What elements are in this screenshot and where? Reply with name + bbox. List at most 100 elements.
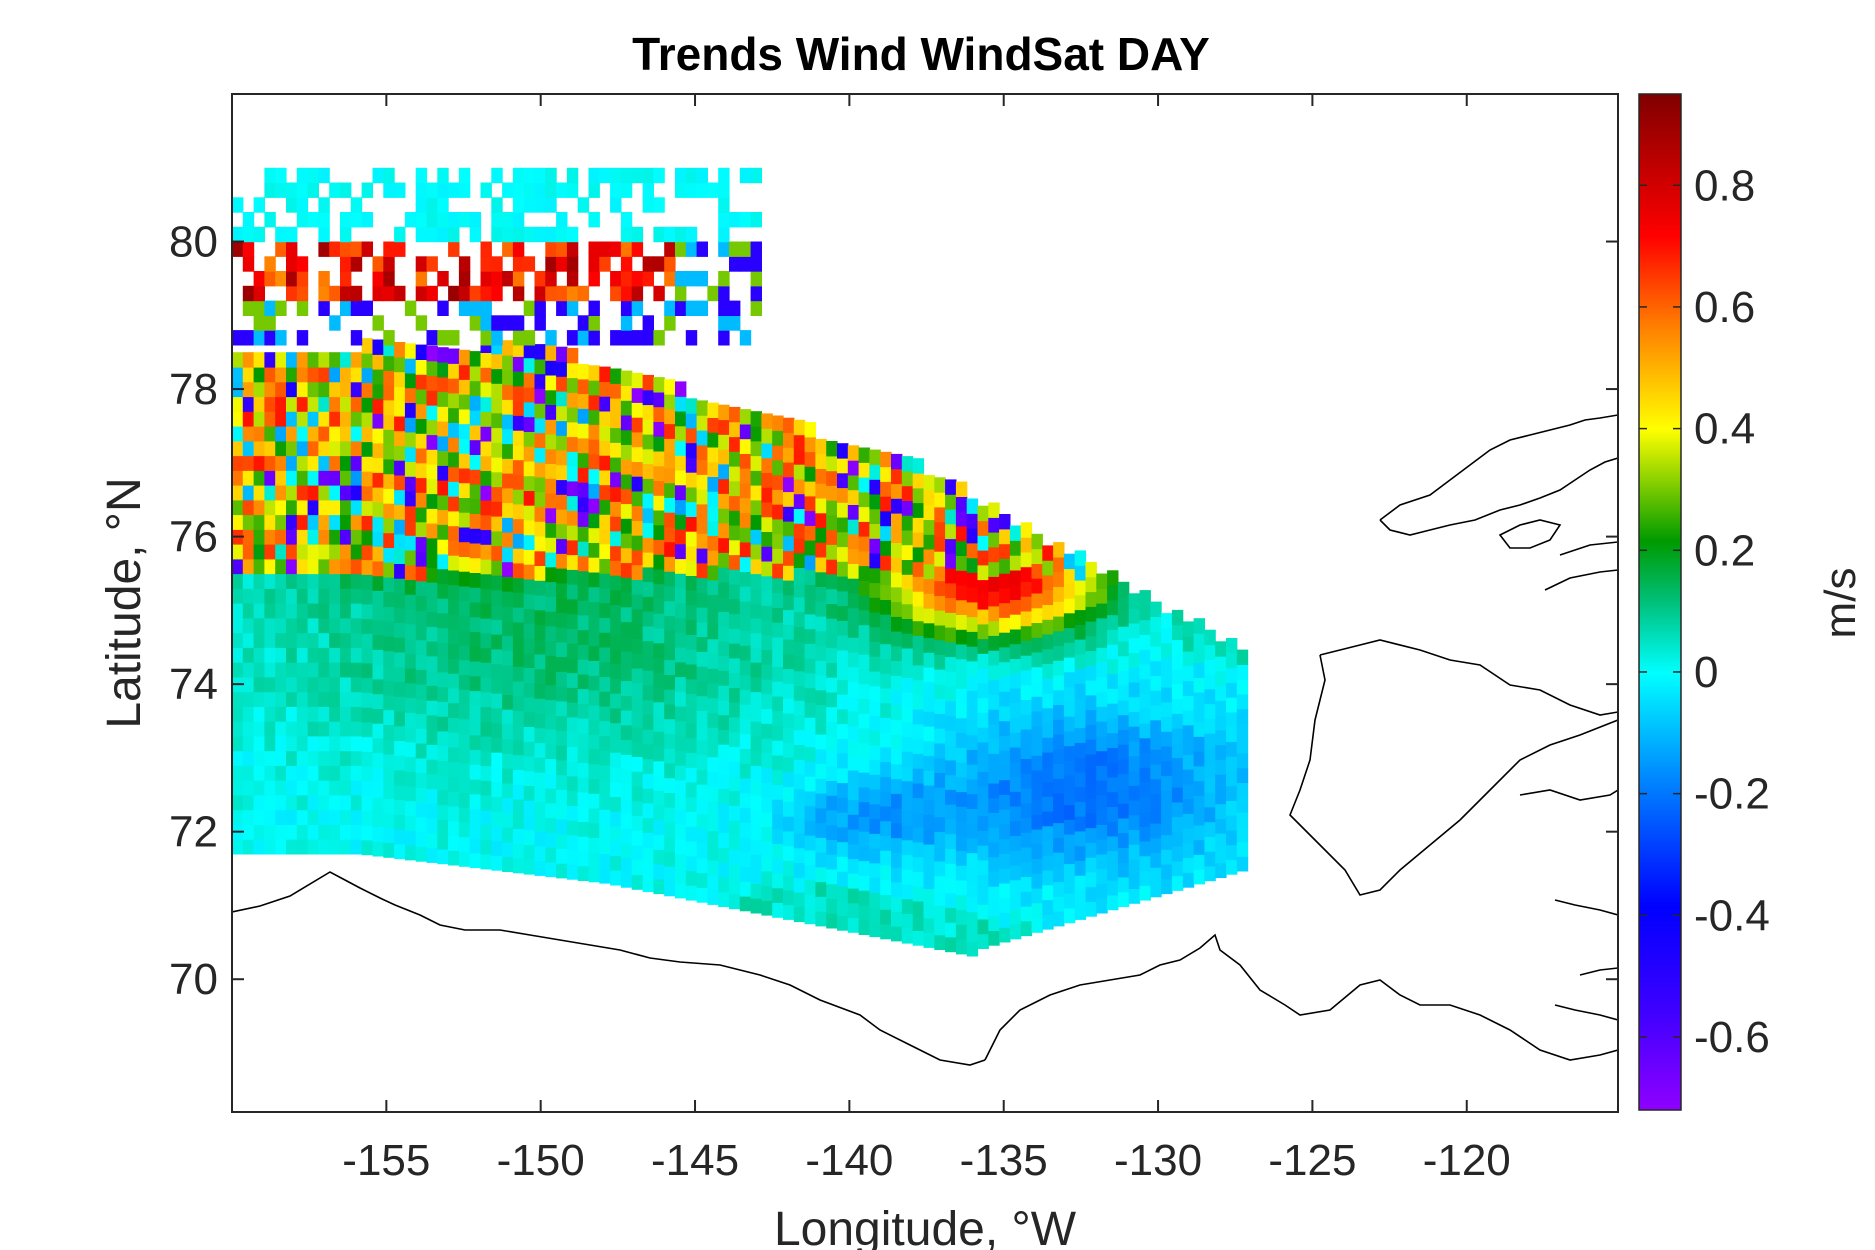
heatmap-cell	[512, 444, 525, 461]
heatmap-cell	[523, 623, 536, 639]
heatmap-cell	[653, 450, 665, 467]
heatmap-cell	[480, 765, 492, 781]
heatmap-cell	[880, 451, 892, 468]
heatmap-cell	[1085, 650, 1097, 666]
heatmap-cell	[1009, 628, 1022, 645]
heatmap-cell	[1171, 668, 1184, 685]
heatmap-cell	[891, 631, 903, 647]
heatmap-cell	[242, 588, 255, 604]
heatmap-cell	[372, 442, 384, 459]
colorbar-ticks: 0.80.60.40.20-0.2-0.4-0.6	[1639, 161, 1770, 1062]
heatmap-cell	[793, 552, 806, 568]
heatmap-cell	[404, 712, 417, 728]
heatmap-cell	[955, 717, 968, 733]
heatmap-cell	[804, 879, 816, 895]
heatmap-cell	[566, 775, 579, 792]
heatmap-cell	[502, 517, 514, 533]
heatmap-cell	[588, 852, 600, 868]
heatmap-cell	[242, 396, 255, 412]
heatmap-cell	[318, 765, 330, 781]
heatmap-cell	[307, 352, 319, 368]
heatmap-cell	[307, 573, 319, 589]
heatmap-cell	[394, 386, 406, 402]
heatmap-cell	[837, 694, 849, 710]
heatmap-cell	[448, 555, 460, 571]
heatmap-cell	[685, 811, 698, 827]
heatmap-cell	[232, 485, 244, 501]
heatmap-cell	[545, 419, 557, 435]
heatmap-cell	[729, 864, 741, 880]
heatmap-cell	[599, 868, 611, 884]
heatmap-cell	[588, 453, 600, 470]
heatmap-cell	[1128, 858, 1141, 875]
heatmap-cell	[1031, 637, 1043, 653]
heatmap-cell	[793, 419, 806, 436]
heatmap-cell	[556, 390, 568, 407]
heatmap-cell	[945, 582, 957, 599]
heatmap-cell	[340, 662, 352, 678]
heatmap-cell	[718, 891, 730, 907]
heatmap-cell	[394, 356, 406, 373]
heatmap-cell	[1009, 702, 1022, 718]
heatmap-cell	[253, 735, 265, 752]
heatmap-cell	[275, 691, 287, 707]
heatmap-cell	[502, 635, 514, 651]
heatmap-cell	[685, 300, 698, 316]
heatmap-cell	[372, 413, 384, 429]
heatmap-cell	[891, 498, 903, 514]
heatmap-cell	[966, 528, 979, 544]
heatmap-cell	[232, 780, 244, 796]
heatmap-cell	[340, 617, 352, 634]
heatmap-cell	[1085, 812, 1097, 829]
heatmap-cell	[458, 453, 471, 469]
heatmap-cell	[469, 454, 482, 470]
heatmap-cell	[783, 476, 795, 493]
heatmap-cell	[566, 702, 579, 718]
heatmap-cell	[750, 499, 762, 516]
heatmap-cell	[1128, 799, 1141, 816]
heatmap-cell	[1085, 901, 1097, 917]
heatmap-cell	[383, 429, 395, 445]
x-tick-label: -130	[1114, 1136, 1202, 1185]
heatmap-cell	[696, 300, 708, 316]
heatmap-cell	[469, 631, 482, 647]
heatmap-cell	[566, 584, 579, 600]
heatmap-cell	[469, 528, 482, 544]
heatmap-cell	[783, 491, 795, 507]
heatmap-cell	[512, 695, 525, 711]
heatmap-cell	[955, 806, 968, 822]
heatmap-cell	[869, 877, 881, 893]
heatmap-cell	[491, 752, 503, 768]
heatmap-cell	[610, 501, 622, 517]
heatmap-cell	[232, 514, 244, 530]
heatmap-cell	[404, 726, 417, 743]
heatmap-cell	[675, 794, 687, 810]
heatmap-cell	[653, 421, 665, 437]
heatmap-cell	[480, 839, 492, 855]
heatmap-cell	[999, 720, 1011, 736]
heatmap-cell	[739, 630, 752, 646]
heatmap-cell	[880, 894, 892, 910]
heatmap-cell	[577, 777, 590, 793]
heatmap-cell	[664, 526, 676, 543]
heatmap-cell	[1063, 789, 1076, 806]
heatmap-cell	[394, 504, 406, 520]
heatmap-cell	[599, 499, 611, 515]
heatmap-cell	[804, 761, 816, 777]
heatmap-cell	[1031, 814, 1043, 830]
heatmap-cell	[685, 737, 698, 753]
heatmap-cell	[869, 464, 881, 480]
heatmap-cell	[577, 330, 590, 346]
heatmap-cell	[426, 226, 438, 243]
heatmap-cell	[307, 440, 319, 457]
heatmap-cell	[783, 668, 795, 684]
heatmap-cell	[729, 805, 741, 821]
heatmap-cell	[404, 830, 417, 846]
heatmap-cell	[610, 811, 622, 827]
heatmap-cell	[275, 330, 287, 346]
heatmap-cell	[523, 197, 536, 213]
heatmap-cell	[556, 449, 568, 466]
heatmap-cell	[307, 603, 319, 619]
colorbar-tick-label: -0.4	[1694, 891, 1770, 940]
heatmap-cell	[610, 604, 622, 620]
